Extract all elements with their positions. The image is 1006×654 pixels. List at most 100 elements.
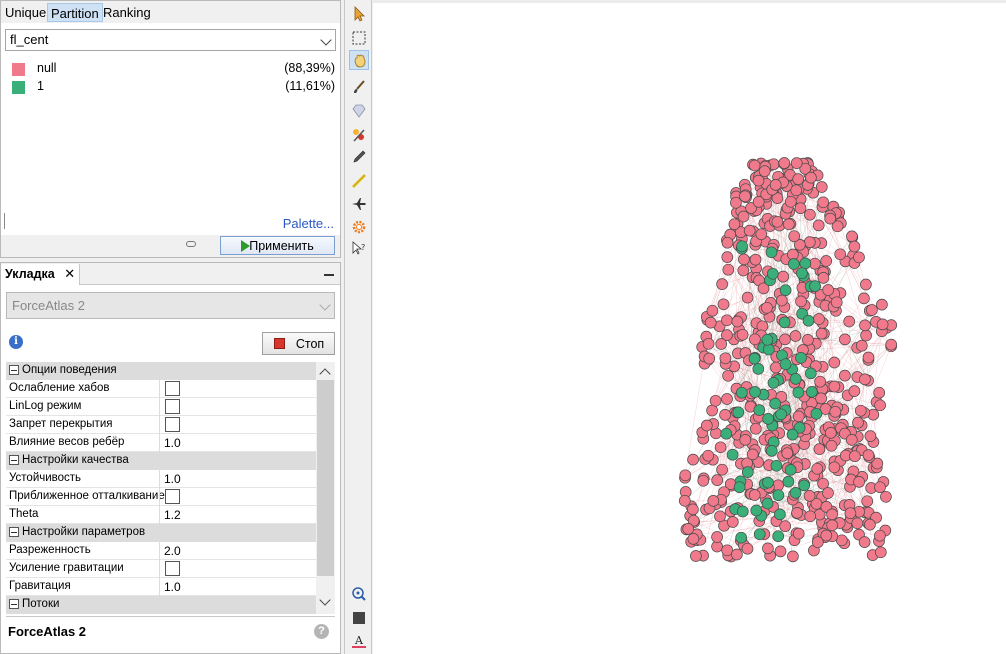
scroll-down-icon[interactable]	[319, 594, 331, 606]
graph-node	[732, 406, 745, 419]
link-icon[interactable]	[186, 241, 196, 247]
property-category[interactable]: Настройки параметров	[6, 524, 316, 542]
graph-node	[753, 404, 766, 416]
graph-node	[789, 330, 802, 342]
text-color-icon[interactable]: A	[349, 631, 369, 651]
graph-node	[735, 386, 748, 399]
graph-node	[858, 536, 871, 548]
tab-layout[interactable]: Укладка ✕	[1, 264, 81, 285]
tab-ranking[interactable]: Ranking	[103, 5, 151, 20]
stop-button[interactable]: Стоп	[262, 332, 335, 355]
pencil-icon[interactable]	[349, 147, 369, 167]
graph-node	[824, 427, 837, 439]
property-checkbox[interactable]	[165, 399, 180, 414]
hand-drag-icon[interactable]	[349, 50, 369, 70]
property-checkbox[interactable]	[165, 417, 180, 432]
property-checkbox[interactable]	[165, 489, 180, 504]
property-row: Приближенное отталкивание	[6, 488, 316, 506]
graph-node	[805, 171, 817, 184]
graph-node	[770, 459, 783, 472]
graph-node	[721, 236, 734, 249]
graph-node	[789, 373, 802, 385]
property-scrollbar[interactable]	[316, 362, 335, 614]
cursor-icon[interactable]	[349, 4, 369, 24]
graph-node	[703, 352, 716, 365]
property-category[interactable]: Потоки	[6, 596, 316, 614]
legend-item-null[interactable]: null (88,39%)	[11, 61, 335, 77]
zoom-node-icon[interactable]	[349, 584, 369, 604]
palette-link[interactable]: Palette...	[282, 216, 334, 231]
collapse-icon[interactable]	[9, 365, 19, 375]
graph-node	[855, 339, 868, 352]
graph-node	[781, 447, 794, 460]
graph-node	[839, 333, 851, 346]
graph-node	[793, 239, 806, 251]
brush-icon[interactable]	[349, 77, 369, 97]
graph-canvas[interactable]	[373, 0, 1006, 654]
graph-node	[873, 386, 886, 399]
property-label: Запрет перекрытия	[9, 418, 113, 430]
property-value[interactable]: 1.0	[164, 472, 181, 486]
collapse-icon[interactable]	[9, 599, 19, 609]
graph-node	[737, 210, 750, 223]
graph-node	[714, 441, 727, 454]
help-cursor-icon[interactable]: ?	[349, 239, 369, 259]
graph-node	[750, 504, 763, 517]
column-divider	[159, 416, 160, 434]
graph-nodes[interactable]	[678, 157, 898, 563]
property-category[interactable]: Опции поведения	[6, 362, 316, 380]
graph-node	[770, 361, 782, 374]
graph-node	[815, 181, 828, 193]
ruler-icon[interactable]	[349, 171, 369, 191]
graph-node	[789, 487, 802, 499]
property-row: Устойчивость 1.0	[6, 470, 316, 488]
graph-node	[859, 373, 871, 386]
gear-icon[interactable]	[349, 217, 369, 237]
attribute-select[interactable]: fl_cent	[5, 29, 336, 51]
apply-button[interactable]: Применить	[220, 236, 335, 255]
help-icon[interactable]: ?	[314, 624, 329, 639]
diamond-icon[interactable]	[349, 101, 369, 121]
network-graph[interactable]	[373, 3, 1006, 654]
rect-select-icon[interactable]	[349, 28, 369, 48]
graph-node	[812, 219, 825, 232]
layout-tabbar: Укладка ✕	[1, 263, 340, 285]
property-checkbox[interactable]	[165, 561, 180, 576]
graph-node	[843, 315, 856, 328]
graph-node	[815, 327, 828, 340]
graph-node	[779, 333, 791, 346]
close-icon[interactable]: ✕	[64, 266, 76, 281]
painter-icon[interactable]	[349, 125, 369, 145]
graph-node	[733, 481, 746, 494]
graph-node	[809, 280, 821, 292]
color-swatch[interactable]	[12, 81, 25, 94]
graph-node	[726, 448, 739, 461]
scrollbar-thumb[interactable]	[317, 380, 334, 576]
scroll-up-icon[interactable]	[319, 368, 331, 380]
info-icon[interactable]: i	[9, 335, 23, 349]
airplane-icon[interactable]	[349, 194, 369, 214]
resize-handle[interactable]	[4, 213, 5, 229]
graph-node	[720, 427, 733, 440]
graph-node	[798, 479, 810, 492]
legend-item-1[interactable]: 1 (11,61%)	[11, 79, 335, 95]
color-swatch[interactable]	[12, 63, 25, 76]
collapse-icon[interactable]	[9, 527, 19, 537]
property-value[interactable]: 1.0	[164, 580, 181, 594]
property-value[interactable]: 1.0	[164, 436, 181, 450]
property-checkbox[interactable]	[165, 381, 180, 396]
graph-node	[739, 190, 751, 203]
minimize-icon[interactable]	[324, 274, 334, 276]
property-value[interactable]: 1.2	[164, 508, 181, 522]
square-icon[interactable]	[349, 608, 369, 628]
graph-node	[852, 416, 864, 429]
property-row: Влияние весов ребёр 1.0	[6, 434, 316, 452]
graph-node	[803, 236, 816, 248]
graph-node	[787, 258, 800, 270]
tab-partition[interactable]: Partition	[47, 3, 103, 22]
collapse-icon[interactable]	[9, 455, 19, 465]
property-value[interactable]: 2.0	[164, 544, 181, 558]
algorithm-select[interactable]: ForceAtlas 2	[6, 292, 335, 319]
property-category[interactable]: Настройки качества	[6, 452, 316, 470]
tab-unique[interactable]: Unique	[5, 5, 47, 20]
